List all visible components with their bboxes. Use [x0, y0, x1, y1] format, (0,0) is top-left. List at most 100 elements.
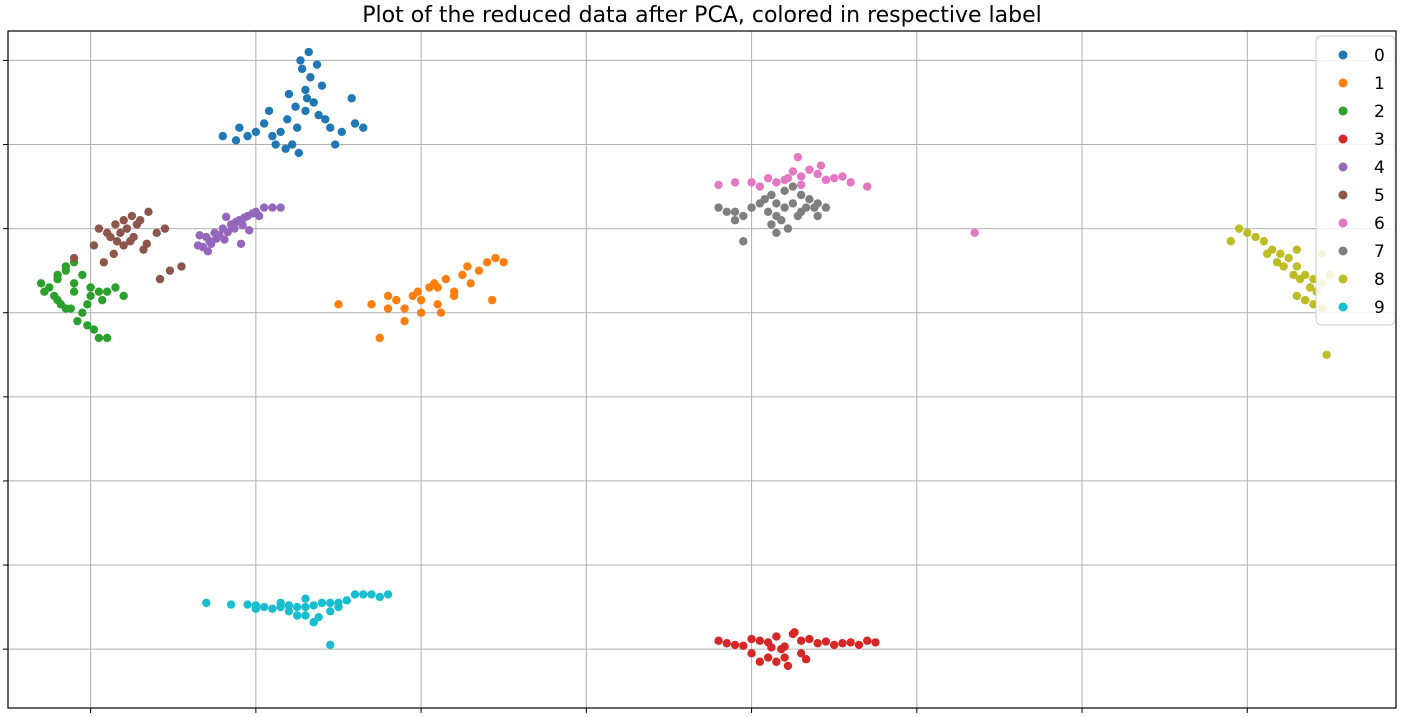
point-label-0 [252, 128, 260, 136]
point-label-4 [238, 221, 246, 229]
point-label-2 [86, 292, 94, 300]
point-label-6 [747, 178, 755, 186]
point-label-7 [731, 208, 739, 216]
point-label-8 [1322, 351, 1330, 359]
legend-marker-9 [1339, 303, 1348, 312]
legend-label-0: 0 [1374, 46, 1385, 66]
point-label-6 [805, 166, 813, 174]
point-label-3 [739, 642, 747, 650]
point-label-8 [1260, 237, 1268, 245]
point-label-1 [491, 254, 499, 262]
point-label-1 [384, 304, 392, 312]
point-label-0 [296, 56, 304, 64]
point-label-7 [747, 203, 755, 211]
point-label-0 [268, 132, 276, 140]
point-label-5 [128, 212, 136, 220]
point-label-5 [95, 224, 103, 232]
point-label-2 [70, 279, 78, 287]
point-label-1 [475, 266, 483, 274]
point-label-6 [817, 161, 825, 169]
point-label-9 [376, 593, 384, 601]
point-label-4 [268, 203, 276, 211]
point-label-0 [295, 149, 303, 157]
point-label-2 [37, 279, 45, 287]
point-label-2 [103, 334, 111, 342]
point-label-7 [805, 195, 813, 203]
point-label-1 [417, 296, 425, 304]
point-label-9 [301, 611, 309, 619]
point-label-6 [789, 167, 797, 175]
point-label-0 [313, 60, 321, 68]
point-label-3 [855, 641, 863, 649]
point-label-4 [245, 226, 253, 234]
point-label-9 [243, 600, 251, 608]
point-label-1 [384, 292, 392, 300]
point-label-9 [285, 607, 293, 615]
point-label-0 [293, 124, 301, 132]
point-label-3 [822, 637, 830, 645]
point-label-3 [847, 638, 855, 646]
point-label-4 [204, 247, 212, 255]
point-label-7 [810, 203, 818, 211]
point-label-7 [813, 212, 821, 220]
point-label-7 [777, 216, 785, 224]
point-label-3 [830, 641, 838, 649]
point-label-5 [156, 275, 164, 283]
point-label-8 [1243, 229, 1251, 237]
point-label-2 [70, 288, 78, 296]
point-label-0 [331, 140, 339, 148]
point-label-3 [784, 662, 792, 670]
legend-label-4: 4 [1374, 158, 1385, 178]
point-label-5 [111, 220, 119, 228]
point-label-7 [723, 208, 731, 216]
point-label-7 [714, 203, 722, 211]
point-label-3 [714, 637, 722, 645]
point-label-0 [359, 124, 367, 132]
point-label-6 [784, 174, 792, 182]
point-label-5 [144, 208, 152, 216]
point-label-3 [802, 655, 810, 663]
point-label-3 [838, 639, 846, 647]
point-label-5 [110, 250, 118, 258]
point-label-7 [764, 208, 772, 216]
point-label-3 [747, 649, 755, 657]
point-label-5 [123, 224, 131, 232]
point-label-5 [143, 240, 151, 248]
point-label-7 [767, 220, 775, 228]
point-label-4 [222, 213, 230, 221]
point-label-1 [437, 309, 445, 317]
point-label-9 [318, 599, 326, 607]
point-label-1 [430, 279, 438, 287]
point-label-1 [458, 271, 466, 279]
point-label-9 [326, 599, 334, 607]
point-label-0 [271, 140, 279, 148]
point-label-6 [797, 181, 805, 189]
point-label-3 [871, 638, 879, 646]
point-label-9 [351, 590, 359, 598]
point-label-1 [450, 292, 458, 300]
point-label-5 [90, 241, 98, 249]
point-label-2 [119, 292, 127, 300]
point-label-0 [301, 86, 309, 94]
point-label-0 [265, 107, 273, 115]
point-label-7 [789, 182, 797, 190]
point-label-8 [1301, 296, 1309, 304]
point-label-4 [220, 235, 228, 243]
point-label-3 [756, 658, 764, 666]
legend-marker-4 [1339, 163, 1348, 172]
point-label-5 [133, 220, 141, 228]
point-label-9 [301, 594, 309, 602]
point-label-5 [70, 254, 78, 262]
point-label-4 [195, 231, 203, 239]
point-label-4 [230, 224, 238, 232]
point-label-3 [805, 635, 813, 643]
point-label-1 [442, 275, 450, 283]
point-label-3 [863, 637, 871, 645]
point-label-3 [772, 632, 780, 640]
point-label-1 [367, 300, 375, 308]
point-label-8 [1296, 275, 1304, 283]
point-label-7 [797, 191, 805, 199]
point-label-0 [219, 132, 227, 140]
point-label-1 [400, 317, 408, 325]
point-label-7 [797, 208, 805, 216]
